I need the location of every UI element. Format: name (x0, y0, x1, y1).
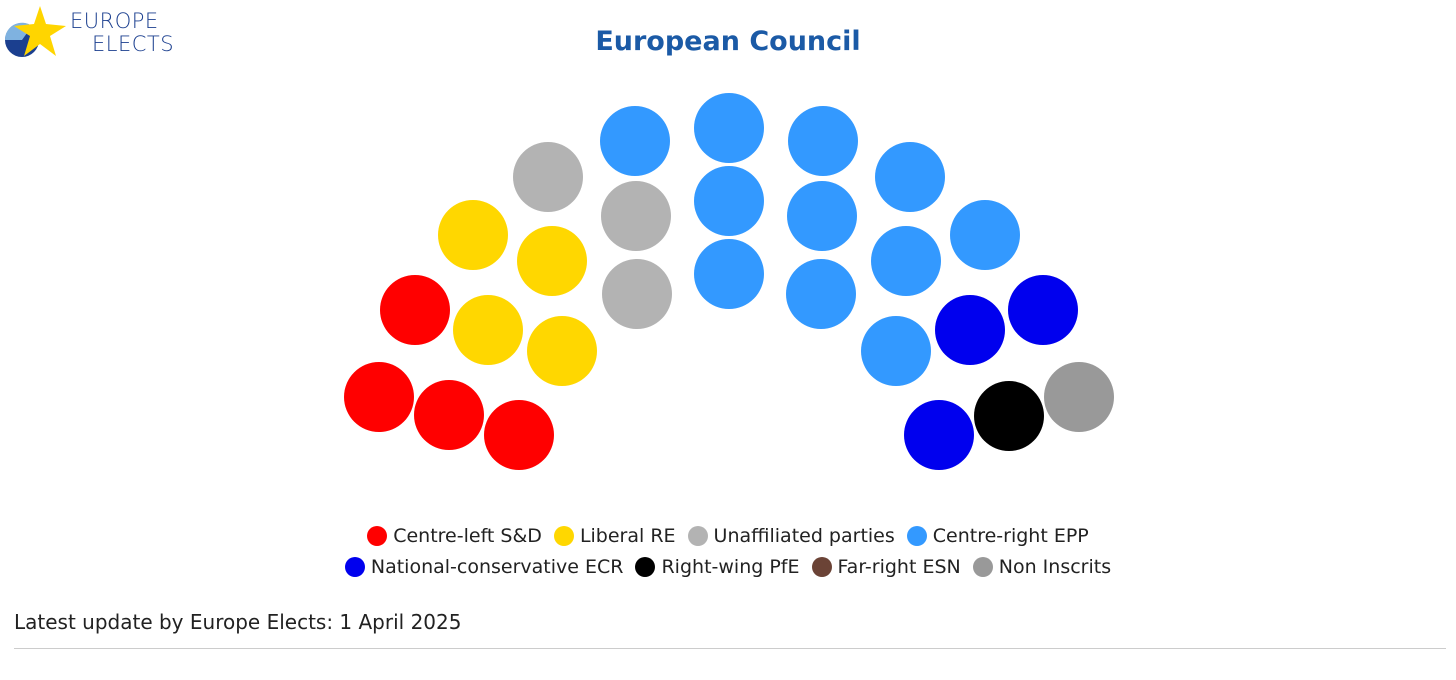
seat (527, 316, 597, 386)
legend-item: National-conservative ECR (344, 555, 624, 578)
seat (950, 200, 1020, 270)
legend-item: Non Inscrits (972, 555, 1112, 578)
legend-swatch (635, 556, 656, 577)
legend-swatch (553, 525, 574, 546)
legend-label: Far-right ESN (837, 555, 961, 578)
legend-label: National-conservative ECR (370, 555, 624, 578)
legend-swatch (972, 556, 993, 577)
legend-item: Liberal RE (553, 524, 676, 547)
legend-item: Centre-left S&D (367, 525, 542, 547)
seat (600, 106, 670, 176)
legend-label: Non Inscrits (998, 555, 1112, 578)
legend-swatch (687, 525, 708, 546)
legend-row: Centre-left S&D Liberal RE Unaffiliated pa… (0, 520, 1456, 551)
seat (788, 106, 858, 176)
seat (513, 142, 583, 212)
seat (861, 316, 931, 386)
legend-swatch (906, 525, 927, 546)
logo-text: ELECTS (92, 32, 175, 56)
seat (453, 295, 523, 365)
seat (380, 275, 450, 345)
seat (438, 200, 508, 270)
seat (1008, 275, 1078, 345)
seat (974, 381, 1044, 451)
legend-item: Far-right ESN (811, 555, 961, 578)
logo-icon (4, 6, 66, 57)
seat (414, 380, 484, 450)
legend-label: Centre-left S&D (393, 524, 542, 547)
seat (871, 226, 941, 296)
legend-item: Right-wing PfE (635, 555, 800, 578)
seat (904, 400, 974, 470)
legend-item: Unaffiliated parties (687, 524, 895, 547)
seat (484, 400, 554, 470)
legend-swatch (367, 525, 388, 546)
seat (787, 181, 857, 251)
seat (601, 181, 671, 251)
legend-label: Unaffiliated parties (713, 524, 895, 547)
legend-swatch (344, 556, 365, 577)
seat (694, 166, 764, 236)
seat (602, 259, 672, 329)
seat (344, 362, 414, 432)
seat (694, 93, 764, 163)
legend-row: National-conservative ECR Right-wing PfE F… (0, 551, 1456, 582)
hemicycle (344, 93, 1114, 470)
legend-swatch (811, 556, 832, 577)
seat (935, 295, 1005, 365)
seat (517, 226, 587, 296)
legend-label: Centre-right EPP (932, 524, 1089, 547)
seat (694, 239, 764, 309)
legend-item: Centre-right EPP (906, 524, 1089, 547)
seat (786, 259, 856, 329)
legend: Centre-left S&D Liberal RE Unaffiliated pa… (0, 520, 1456, 582)
footnote: Latest update by Europe Elects: 1 April … (14, 610, 462, 634)
logo-text: EUROPE (70, 9, 159, 33)
divider (14, 648, 1446, 649)
legend-label: Right-wing PfE (661, 555, 800, 578)
seat (875, 142, 945, 212)
seat (1044, 362, 1114, 432)
legend-label: Liberal RE (579, 524, 676, 547)
chart-title: European Council (595, 26, 861, 57)
